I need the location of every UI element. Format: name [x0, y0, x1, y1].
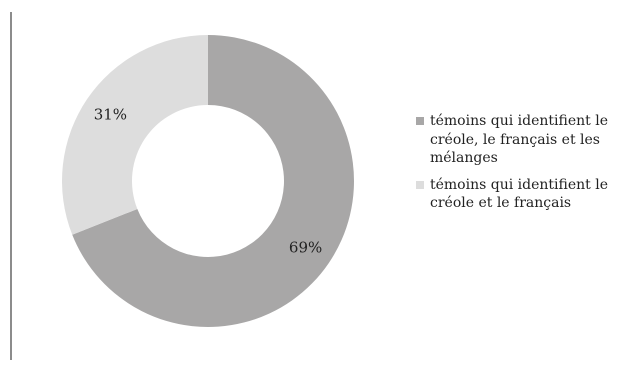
donut-slice-1	[72, 35, 355, 327]
legend-label-1: témoins qui identifient le créole, le fr…	[430, 113, 608, 166]
slice-label-2: 31%	[94, 106, 127, 124]
legend-label-2: témoins qui identifient le créole et le …	[430, 176, 608, 212]
slice-label-1: 69%	[289, 238, 322, 256]
donut-slice-2	[62, 35, 209, 235]
legend-swatch-1	[416, 117, 424, 125]
chart-border-line	[10, 12, 12, 360]
legend-item-2: témoins qui identifient le créole et le …	[414, 176, 626, 213]
legend-swatch-2	[416, 180, 424, 189]
legend-item-1: témoins qui identifient le créole, le fr…	[414, 112, 626, 168]
legend: témoins qui identifient le créole, le fr…	[414, 112, 626, 221]
